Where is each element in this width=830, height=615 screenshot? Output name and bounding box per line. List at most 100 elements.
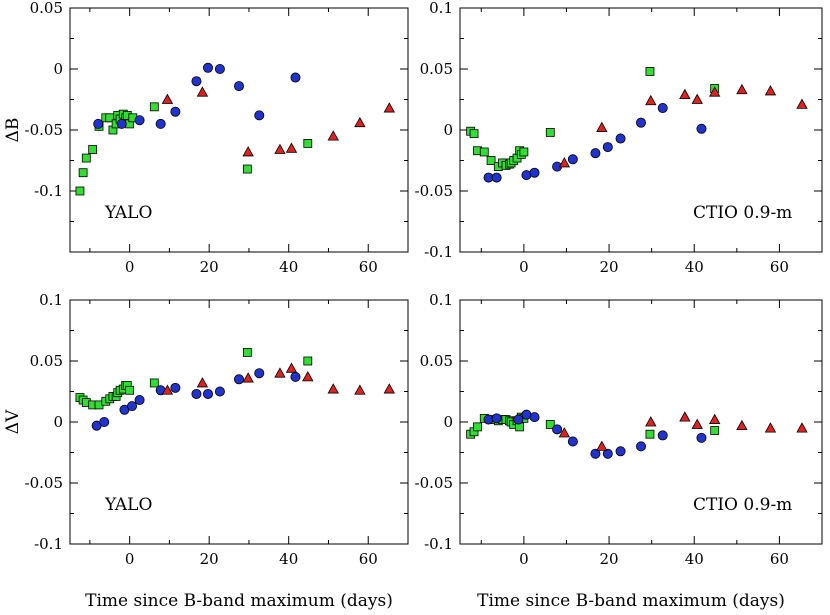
- y-tick-label: 0.05: [420, 352, 453, 370]
- x-tick-label: 60: [770, 258, 789, 276]
- data-point-circle: [696, 432, 707, 443]
- data-point-circle: [567, 436, 578, 447]
- y-tick-label: -0.05: [25, 121, 63, 139]
- data-point-circle: [214, 64, 225, 75]
- data-point-circle: [615, 446, 626, 457]
- data-point-triangle: [383, 102, 395, 113]
- x-tick-label: 60: [770, 550, 789, 568]
- data-point-triangle: [679, 88, 691, 100]
- data-point-circle: [657, 430, 668, 441]
- data-point-circle: [636, 441, 647, 452]
- data-point-circle: [134, 395, 145, 406]
- panel-yalo-v: 0 20 40 60 -0.1 -0.05 0 0.05 0.1 ΔV Time since B-b…: [3, 291, 409, 611]
- data-point-square: [149, 102, 159, 112]
- panel-ctio-v: 0 20 40 60 -0.1 -0.05 0 0.05 0.1 Time since B-ban…: [415, 291, 823, 611]
- data-point-circle: [214, 386, 225, 397]
- data-point-triangle: [796, 98, 808, 109]
- y-tick-label: 0.05: [420, 60, 453, 78]
- data-point-triangle: [354, 384, 366, 395]
- x-tick-label: 0: [125, 258, 135, 276]
- x-tick-label: 60: [359, 258, 378, 276]
- series-circles: [483, 409, 707, 459]
- data-point-circle: [529, 412, 540, 423]
- data-point-triangle: [196, 377, 209, 388]
- data-point-triangle: [242, 146, 254, 157]
- data-point-circle: [290, 371, 301, 382]
- data-point-triangle: [302, 371, 314, 382]
- data-point-square: [545, 420, 555, 429]
- data-point-triangle: [691, 418, 703, 429]
- y-tick-label: 0: [53, 413, 63, 431]
- data-point-triangle: [645, 416, 657, 427]
- data-point-circle: [99, 416, 110, 427]
- data-point-square: [645, 429, 655, 439]
- series-triangles: [161, 86, 395, 157]
- data-point-circle: [567, 154, 578, 165]
- data-point-triangle: [274, 143, 286, 154]
- data-point-triangle: [383, 383, 395, 394]
- data-point-circle: [233, 81, 244, 92]
- series-triangles: [161, 362, 395, 395]
- data-point-square: [88, 145, 98, 154]
- data-point-triangle: [242, 372, 254, 383]
- data-point-triangle: [645, 94, 657, 106]
- data-point-circle: [696, 123, 707, 134]
- data-point-circle: [254, 368, 265, 379]
- data-point-square: [125, 385, 135, 395]
- x-tick-label: 40: [279, 258, 298, 276]
- data-point-square: [242, 164, 252, 174]
- data-point-circle: [513, 414, 524, 425]
- x-tick-label: 40: [685, 550, 704, 568]
- y-axis-title: ΔB: [3, 118, 23, 143]
- data-point-triangle: [285, 142, 298, 153]
- data-point-triangle: [596, 121, 608, 132]
- data-point-square: [486, 156, 496, 165]
- data-point-triangle: [679, 411, 691, 422]
- data-point-circle: [254, 110, 265, 121]
- y-tick-label: 0.05: [30, 352, 63, 370]
- data-point-circle: [602, 142, 613, 153]
- x-axis-title: Time since B-band maximum (days): [85, 591, 393, 611]
- x-tick-label: 0: [519, 258, 529, 276]
- y-tick-label: 0: [443, 413, 453, 431]
- data-point-square: [545, 128, 555, 137]
- data-point-triangle: [691, 93, 703, 104]
- data-point-square: [75, 186, 85, 196]
- data-point-triangle: [708, 86, 721, 97]
- panel-label: CTIO 0.9-m: [693, 203, 792, 223]
- panel-label: CTIO 0.9-m: [693, 495, 792, 515]
- y-tick-label: 0.1: [39, 291, 63, 309]
- data-point-triangle: [558, 157, 571, 168]
- y-tick-label: 0: [53, 60, 63, 78]
- data-point-circle: [116, 118, 127, 129]
- x-tick-label: 40: [279, 550, 298, 568]
- data-point-circle: [657, 103, 668, 114]
- data-point-circle: [483, 414, 494, 425]
- data-point-circle: [191, 76, 202, 87]
- data-point-circle: [529, 167, 540, 178]
- data-point-triangle: [796, 422, 808, 433]
- data-point-square: [469, 129, 479, 139]
- data-point-circle: [155, 118, 166, 129]
- data-point-square: [303, 139, 313, 148]
- series-squares: [75, 348, 313, 410]
- data-point-triangle: [558, 427, 571, 438]
- y-tick-label: -0.1: [34, 535, 63, 553]
- panel-yalo-b: 0 20 40 60 -0.1 -0.05 0 0.05 ΔB YALO: [3, 0, 409, 276]
- data-point-triangle: [285, 362, 298, 373]
- data-point-triangle: [708, 413, 721, 424]
- series-squares: [75, 102, 313, 196]
- data-point-square: [303, 356, 313, 366]
- x-tick-label: 20: [200, 550, 219, 568]
- data-point-square: [81, 153, 91, 163]
- data-point-circle: [290, 72, 301, 83]
- data-point-triangle: [274, 367, 286, 378]
- data-point-square: [149, 378, 159, 388]
- data-point-square: [78, 168, 88, 178]
- x-tick-label: 60: [359, 550, 378, 568]
- panel-label: YALO: [104, 495, 152, 515]
- x-tick-label: 20: [600, 258, 619, 276]
- data-point-circle: [590, 448, 601, 459]
- data-point-circle: [590, 148, 601, 159]
- panel-label: YALO: [104, 203, 152, 223]
